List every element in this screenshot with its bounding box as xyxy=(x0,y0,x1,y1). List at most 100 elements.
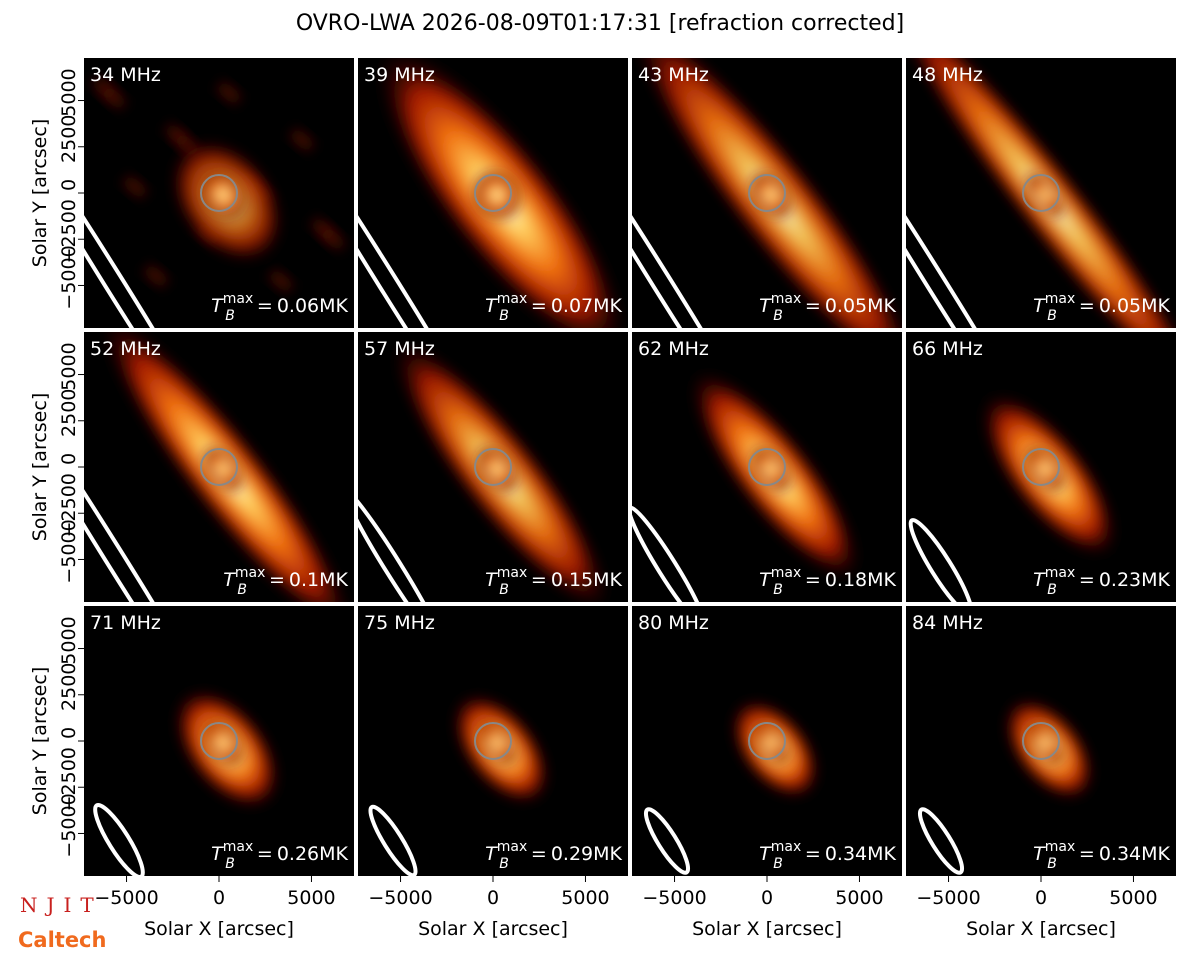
panel xyxy=(632,58,902,328)
tb-value: 0.29MK xyxy=(551,843,623,865)
tb-sub: B xyxy=(1047,582,1057,598)
tb-eq: = xyxy=(805,569,821,591)
tb-sup: max xyxy=(223,839,254,855)
y-tick-label: 5000 xyxy=(58,68,80,116)
x-tick-label: −5000 xyxy=(368,887,432,909)
radio-core xyxy=(1024,171,1066,219)
x-tick-label: 0 xyxy=(761,887,773,909)
x-axis-label: Solar X [arcsec] xyxy=(144,918,294,940)
solar-disk xyxy=(1022,448,1060,486)
tb-sub: B xyxy=(773,856,783,872)
tb-sup: max xyxy=(771,565,802,581)
tb-sup: max xyxy=(223,291,254,307)
y-axis-label: Solar Y [arcsec] xyxy=(29,119,51,267)
tb-sub: B xyxy=(773,308,783,324)
tb-value: 0.34MK xyxy=(1099,843,1171,865)
tb-eq: = xyxy=(531,295,547,317)
tb-value: 0.18MK xyxy=(825,569,897,591)
solar-disk xyxy=(474,174,512,212)
noise-blob xyxy=(269,270,293,292)
tb-label: Tmax B = 0.18MK xyxy=(759,565,896,598)
x-axis-label: Solar X [arcsec] xyxy=(418,918,568,940)
tb-symbol: T xyxy=(485,843,498,865)
panel xyxy=(358,58,628,328)
tb-sub: B xyxy=(773,582,783,598)
tb-symbol: T xyxy=(759,295,772,317)
y-tick-label: 5000 xyxy=(58,342,80,390)
frequency-label: 84 MHz xyxy=(912,612,983,634)
noise-blob xyxy=(102,87,126,109)
chart-title: OVRO-LWA 2026-08-09T01:17:31 [refraction… xyxy=(296,11,904,36)
panel xyxy=(906,58,1176,328)
solar-disk xyxy=(474,722,512,760)
x-axis-label: Solar X [arcsec] xyxy=(966,918,1116,940)
solar-disk xyxy=(748,174,786,212)
tb-symbol: T xyxy=(223,569,236,591)
radio-core xyxy=(1024,719,1066,767)
logo-caltech: Caltech xyxy=(18,928,106,952)
tb-label: Tmax B = 0.26MK xyxy=(211,839,348,872)
noise-blob xyxy=(144,265,168,287)
tb-sub: B xyxy=(499,308,509,324)
frequency-label: 39 MHz xyxy=(364,64,435,86)
tb-sub: B xyxy=(225,308,235,324)
tb-sup: max xyxy=(1045,565,1076,581)
tb-value: 0.23MK xyxy=(1099,569,1171,591)
tb-value: 0.15MK xyxy=(551,569,623,591)
tb-sub: B xyxy=(499,856,509,872)
tb-label: Tmax B = 0.05MK xyxy=(1033,291,1170,324)
tb-label: Tmax B = 0.06MK xyxy=(211,291,348,324)
tb-sup: max xyxy=(497,839,528,855)
tb-symbol: T xyxy=(759,843,772,865)
beam xyxy=(908,518,974,602)
tb-label: Tmax B = 0.34MK xyxy=(1033,839,1170,872)
tb-sub: B xyxy=(1047,856,1057,872)
panel xyxy=(84,58,354,328)
panel xyxy=(84,606,354,876)
x-tick-label: 5000 xyxy=(561,887,609,909)
x-tick-label: 0 xyxy=(1035,887,1047,909)
panel xyxy=(84,332,354,602)
x-tick-label: 0 xyxy=(213,887,225,909)
panel xyxy=(906,606,1176,876)
panel xyxy=(906,332,1176,602)
noise-blob xyxy=(123,176,147,198)
x-axis-label: Solar X [arcsec] xyxy=(692,918,842,940)
y-tick-label: −2500 xyxy=(58,199,80,263)
tb-label: Tmax B = 0.07MK xyxy=(485,291,622,324)
radio-core xyxy=(199,169,247,221)
frequency-label: 52 MHz xyxy=(90,338,161,360)
tb-value: 0.06MK xyxy=(277,295,349,317)
y-tick-label: −2500 xyxy=(58,747,80,811)
tb-value: 0.07MK xyxy=(551,295,623,317)
tb-symbol: T xyxy=(1033,295,1046,317)
frequency-label: 48 MHz xyxy=(912,64,983,86)
y-tick-label: −5000 xyxy=(58,519,80,583)
frequency-label: 71 MHz xyxy=(90,612,161,634)
tb-label: Tmax B = 0.15MK xyxy=(485,565,622,598)
tb-label: Tmax B = 0.1MK xyxy=(223,565,348,598)
x-tick-label: 5000 xyxy=(287,887,335,909)
solar-disk xyxy=(748,722,786,760)
beam xyxy=(93,802,145,876)
frequency-label: 34 MHz xyxy=(90,64,161,86)
beam xyxy=(906,94,1055,328)
frequency-label: 57 MHz xyxy=(364,338,435,360)
beam xyxy=(368,804,418,876)
y-tick-label: 0 xyxy=(58,179,80,191)
tb-sub: B xyxy=(225,856,235,872)
tb-value: 0.05MK xyxy=(825,295,897,317)
tb-label: Tmax B = 0.34MK xyxy=(759,839,896,872)
solar-disk xyxy=(748,448,786,486)
tb-sup: max xyxy=(771,291,802,307)
tb-eq: = xyxy=(257,843,273,865)
logo-njit: NJIT xyxy=(20,893,103,917)
x-tick-label: −5000 xyxy=(916,887,980,909)
tb-eq: = xyxy=(1079,569,1095,591)
noise-blob xyxy=(290,129,314,151)
y-tick-label: −5000 xyxy=(58,793,80,857)
x-tick-label: −5000 xyxy=(94,887,158,909)
tb-eq: = xyxy=(1079,295,1095,317)
frequency-label: 62 MHz xyxy=(638,338,709,360)
